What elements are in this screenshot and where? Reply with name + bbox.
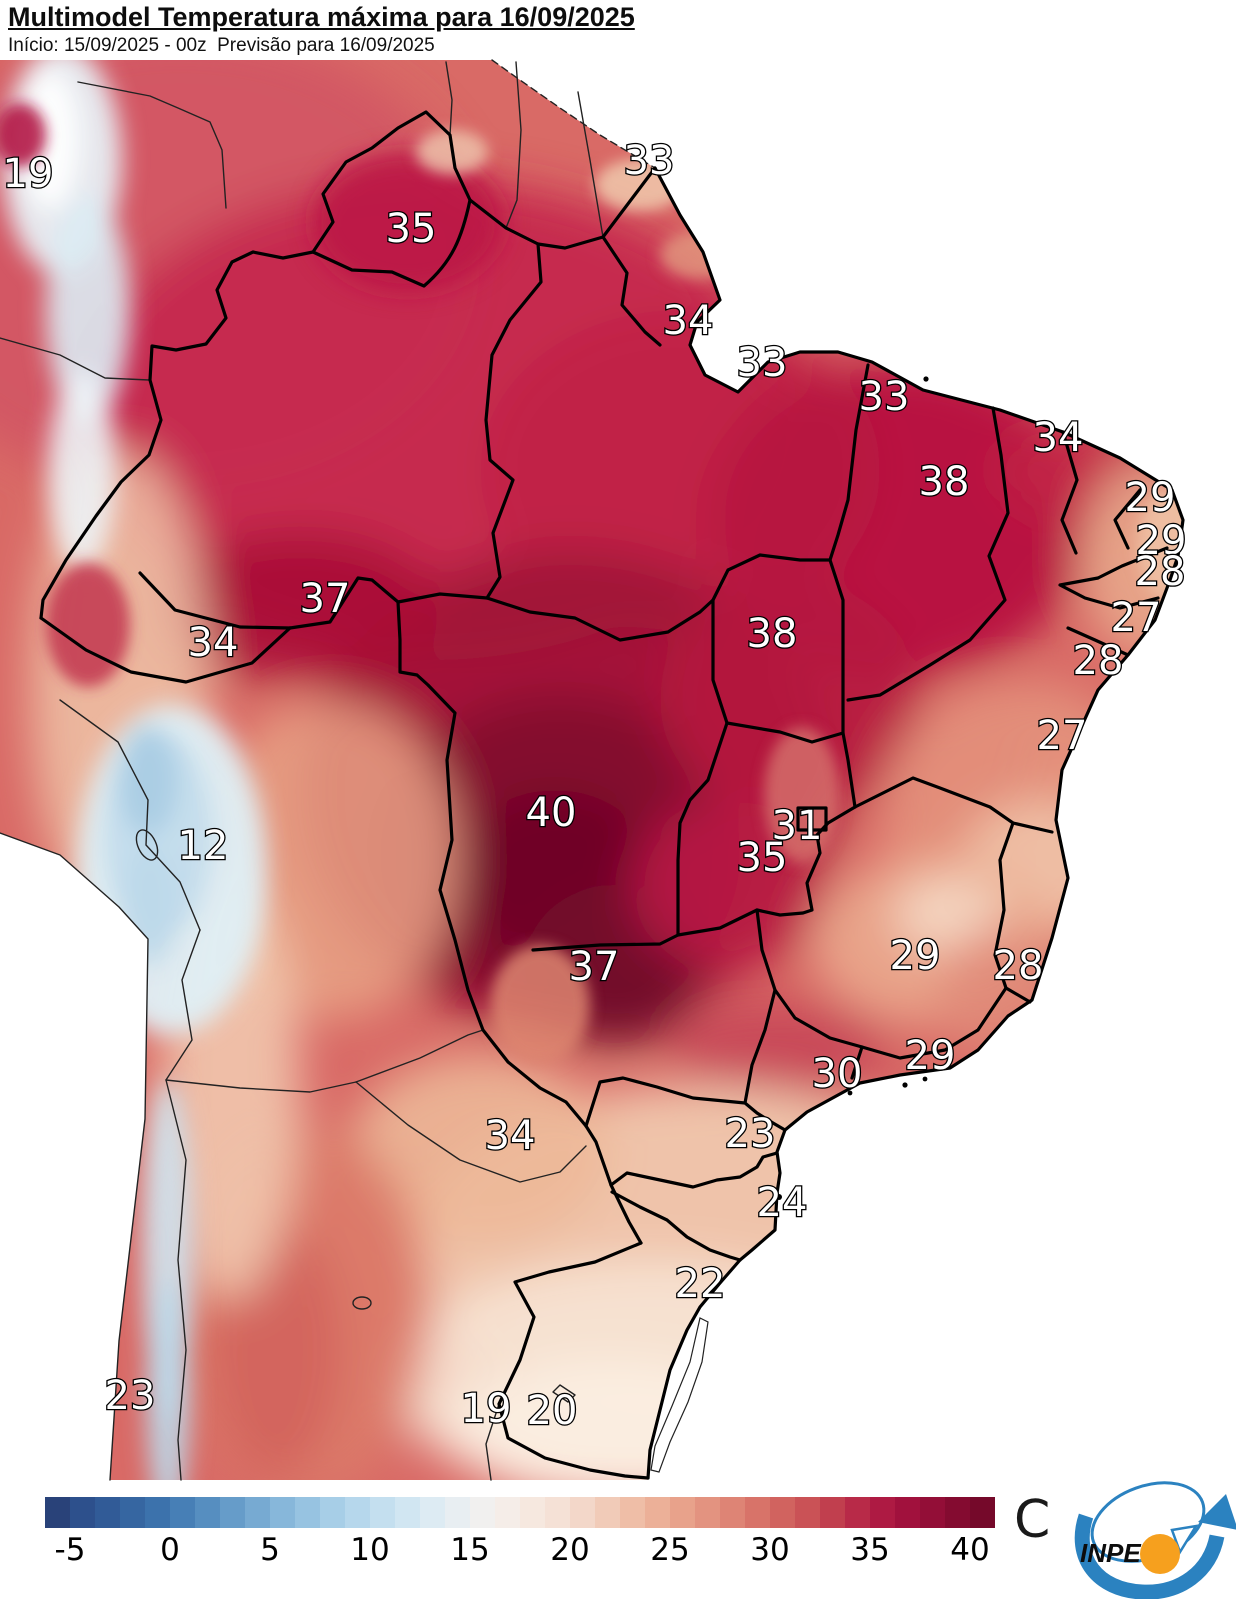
colorbar-block <box>345 1497 370 1528</box>
colorbar-block <box>520 1497 545 1528</box>
temp-label: 34 <box>188 620 239 666</box>
colorbar-block <box>320 1497 345 1528</box>
temp-label: 27 <box>1111 595 1162 641</box>
colorbar-tick-label: 40 <box>950 1532 990 1568</box>
colorbar-block <box>370 1497 395 1528</box>
temp-label: 23 <box>105 1373 156 1419</box>
temp-label: 33 <box>624 138 675 184</box>
colorbar-block <box>720 1497 745 1528</box>
colorbar-block <box>670 1497 695 1528</box>
colorbar-tick-label: 35 <box>850 1532 890 1568</box>
colorbar-block <box>695 1497 720 1528</box>
colorbar-block <box>170 1497 195 1528</box>
temp-label: 20 <box>527 1388 578 1434</box>
colorbar-block <box>545 1497 570 1528</box>
colorbar-block <box>495 1497 520 1528</box>
colorbar-block <box>895 1497 920 1528</box>
temp-label: 33 <box>737 340 788 386</box>
colorbar-tick-label: 15 <box>450 1532 490 1568</box>
temp-label: 37 <box>569 944 620 990</box>
temp-label: 19 <box>461 1386 512 1432</box>
colorbar-tick-label: 30 <box>750 1532 790 1568</box>
temp-label: 35 <box>737 835 788 881</box>
colorbar-block <box>470 1497 495 1528</box>
colorbar-block <box>795 1497 820 1528</box>
temp-label: 12 <box>178 823 229 869</box>
state-borders <box>39 110 1185 1480</box>
inpe-logo-text: INPE <box>1080 1538 1141 1568</box>
inpe-logo-swoosh <box>1074 1513 1225 1599</box>
temp-label: 29 <box>905 1033 956 1079</box>
temp-label: 38 <box>747 611 798 657</box>
colorbar-block <box>95 1497 120 1528</box>
colorbar-block <box>420 1497 445 1528</box>
colorbar-tick-label: -5 <box>54 1532 86 1568</box>
temp-label: 34 <box>663 298 714 344</box>
temp-label: 28 <box>1073 638 1124 684</box>
country-borders <box>0 59 656 1481</box>
colorbar-block <box>820 1497 845 1528</box>
temp-label: 40 <box>526 790 577 836</box>
colorbar-block <box>270 1497 295 1528</box>
temp-label: 28 <box>993 943 1044 989</box>
colorbar-ticks: -5 0 5 10 15 20 25 30 35 40 <box>0 1532 1238 1572</box>
colorbar-block <box>920 1497 945 1528</box>
colorbar-tick-label: 5 <box>260 1532 280 1568</box>
colorbar-block <box>645 1497 670 1528</box>
colorbar-block <box>620 1497 645 1528</box>
colorbar-block <box>70 1497 95 1528</box>
colorbar-tick-label: 20 <box>550 1532 590 1568</box>
temp-label: 35 <box>386 206 437 252</box>
colorbar-block <box>395 1497 420 1528</box>
inpe-logo-globe <box>1140 1534 1180 1574</box>
colorbar-block <box>195 1497 220 1528</box>
temp-label: 24 <box>757 1180 808 1226</box>
temp-label: 22 <box>675 1261 726 1307</box>
temp-label: 23 <box>725 1111 776 1157</box>
colorbar-block <box>145 1497 170 1528</box>
colorbar-block <box>570 1497 595 1528</box>
colorbar-block <box>845 1497 870 1528</box>
coastal-lagoons <box>650 376 929 1473</box>
temp-label: 27 <box>1037 713 1088 759</box>
colorbar-block <box>245 1497 270 1528</box>
temp-label: 34 <box>1033 415 1084 461</box>
temp-label: 29 <box>1125 475 1176 521</box>
colorbar-block <box>220 1497 245 1528</box>
colorbar-block <box>120 1497 145 1528</box>
temp-label: 29 <box>890 933 941 979</box>
inpe-logo-arrowhead <box>1198 1494 1236 1530</box>
colorbar-block <box>970 1497 995 1528</box>
temp-label: 38 <box>919 459 970 505</box>
colorbar-block <box>45 1497 70 1528</box>
header: Multimodel Temperatura máxima para 16/09… <box>0 0 1238 58</box>
colorbar-tick-label: 25 <box>650 1532 690 1568</box>
colorbar-block <box>745 1497 770 1528</box>
temp-label: 37 <box>300 576 351 622</box>
colorbar-tick-label: 0 <box>160 1532 180 1568</box>
colorbar-block <box>945 1497 970 1528</box>
temp-label: 30 <box>812 1051 863 1097</box>
page-subtitle: Início: 15/09/2025 - 00z Previsão para 1… <box>8 35 435 56</box>
colorbar-tick-label: 10 <box>350 1532 390 1568</box>
colorbar-block <box>770 1497 795 1528</box>
colorbar <box>45 1497 995 1528</box>
inpe-logo: INPE <box>1074 1481 1236 1599</box>
page-title: Multimodel Temperatura máxima para 16/09… <box>8 2 635 32</box>
colorbar-block <box>870 1497 895 1528</box>
temp-label: 29 <box>1136 518 1187 564</box>
temp-label: 34 <box>485 1113 536 1159</box>
temp-label: 19 <box>3 151 54 197</box>
colorbar-block <box>595 1497 620 1528</box>
colorbar-block <box>295 1497 320 1528</box>
unit-label: C <box>1014 1490 1051 1550</box>
temp-label: 31 <box>772 803 823 849</box>
colorbar-block <box>445 1497 470 1528</box>
temp-label: 33 <box>859 374 910 420</box>
temp-label: 28 <box>1135 549 1186 595</box>
